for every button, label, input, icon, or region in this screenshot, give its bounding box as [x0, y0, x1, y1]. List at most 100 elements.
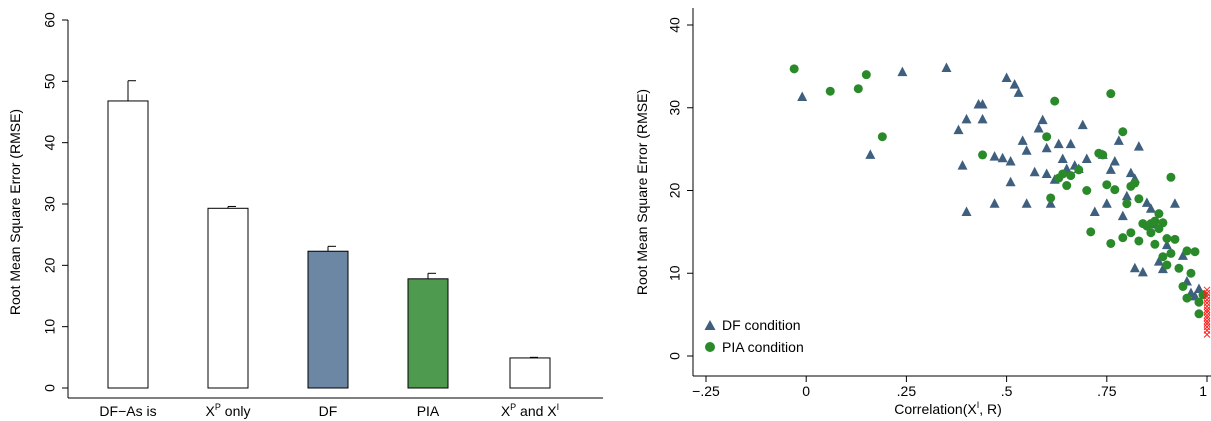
- pia-point: [1074, 165, 1084, 175]
- df-point: [1169, 198, 1180, 208]
- pia-point: [1118, 233, 1128, 243]
- pia-point: [1098, 150, 1108, 160]
- legend-label-pia: PIA condition: [722, 339, 804, 355]
- left-y-ticks: 0 10 20 30 40 50 60: [42, 12, 68, 392]
- right-x-tick-label: 0: [802, 383, 810, 399]
- pia-point: [1162, 260, 1172, 270]
- pia-point: [1190, 247, 1200, 257]
- left-ylabel: Root Mean Square Error (RMSE): [7, 109, 23, 315]
- df-point: [1141, 197, 1152, 207]
- bar: [407, 278, 449, 389]
- x-marker-point: [1203, 320, 1211, 328]
- pia-point: [1158, 252, 1168, 262]
- right-x-tick-label: .25: [897, 383, 917, 399]
- left-y-tick-label: 30: [42, 196, 58, 212]
- pia-point: [1194, 309, 1204, 319]
- df-point: [1021, 198, 1032, 208]
- bar: [307, 250, 349, 389]
- pia-point: [853, 84, 863, 94]
- x-marker-point: [1203, 299, 1211, 307]
- pia-point: [1134, 236, 1144, 246]
- bar: [107, 100, 149, 389]
- df-point: [1077, 119, 1088, 130]
- df-point: [897, 66, 908, 77]
- x-marker-point: [1203, 326, 1211, 334]
- pia-point: [1102, 180, 1112, 190]
- left-x-tick-labels: DF−As is XP only DF PIA XP and XI: [99, 402, 559, 419]
- df-point: [961, 113, 972, 124]
- pia-point: [1050, 96, 1060, 106]
- df-point: [1041, 168, 1052, 178]
- pia-point: [1194, 297, 1204, 307]
- tick-label-pia: PIA: [417, 403, 440, 419]
- bar: [207, 207, 249, 389]
- right-x-ticks: −.25 0 .25 .5 .75 1: [692, 376, 1208, 399]
- pia-point: [789, 64, 799, 74]
- legend-circle-marker: [705, 342, 715, 352]
- df-point: [1161, 239, 1172, 250]
- pia-point: [877, 132, 887, 142]
- df-point: [977, 98, 988, 109]
- pia-point: [1178, 281, 1188, 291]
- df-point: [797, 91, 808, 101]
- left-y-tick-label: 40: [42, 135, 58, 151]
- x-marker-point: [1203, 323, 1211, 331]
- df-point: [1065, 138, 1076, 149]
- right-x-tick-label: 1: [1199, 383, 1207, 399]
- pia-point: [1186, 268, 1196, 278]
- tick-label-df: DF: [319, 403, 338, 419]
- pia-point: [1198, 290, 1208, 300]
- df-point: [1177, 250, 1188, 260]
- legend-triangle-marker: [704, 320, 716, 330]
- pia-point: [1174, 263, 1184, 273]
- df-point: [1153, 256, 1164, 266]
- pia-point: [1042, 132, 1052, 142]
- df-point: [1081, 153, 1092, 164]
- df-point: [1037, 114, 1048, 125]
- left-y-tick-label: 10: [42, 319, 58, 335]
- tick-label-xp-and-xi: XP and XI: [501, 402, 559, 419]
- pia-point: [1082, 186, 1092, 195]
- pia-point: [1158, 218, 1168, 228]
- left-bars: [107, 80, 551, 389]
- df-point: [1133, 141, 1144, 151]
- df-point: [1057, 153, 1068, 164]
- bar-chart: Root Mean Square Error (RMSE) 0 10 20 30 40 5…: [7, 12, 603, 419]
- pia-point: [1130, 178, 1140, 188]
- pia-point: [1162, 233, 1172, 243]
- df-point: [1045, 198, 1056, 208]
- df-point: [1121, 190, 1132, 201]
- pia-point: [1182, 293, 1192, 303]
- pia-point: [1126, 228, 1136, 238]
- right-y-tick-label: 0: [667, 352, 683, 360]
- df-point: [989, 198, 1000, 208]
- df-point: [1089, 206, 1100, 217]
- df-point: [989, 151, 1000, 161]
- right-y-tick-label: 20: [667, 183, 683, 199]
- df-point: [865, 149, 876, 159]
- scatter-chart: Root Mean Square Error (RMSE) 010203040 …: [634, 8, 1211, 417]
- tick-label-df-as-is: DF−As is: [99, 403, 156, 419]
- pia-point: [1062, 181, 1072, 191]
- df-point: [1125, 167, 1136, 178]
- pia-point: [1118, 127, 1128, 137]
- pia-point: [1066, 171, 1076, 181]
- right-y-tick-label: 40: [667, 17, 683, 33]
- pia-point: [1122, 199, 1132, 209]
- scatter-points: [789, 62, 1211, 338]
- legend-label-df: DF condition: [722, 317, 801, 333]
- pia-point: [1134, 194, 1144, 204]
- left-y-tick-label: 0: [42, 384, 58, 392]
- df-point: [977, 113, 988, 124]
- pia-point: [978, 150, 988, 160]
- legend: DF condition PIA condition: [704, 317, 804, 355]
- right-xlabel: Correlation(XI, R): [894, 400, 1002, 417]
- df-point: [1005, 176, 1016, 187]
- pia-point: [1086, 227, 1096, 237]
- pia-point: [1058, 169, 1068, 179]
- df-point: [1009, 79, 1020, 89]
- pia-point: [825, 86, 835, 96]
- pia-point: [1166, 172, 1176, 182]
- df-point: [1017, 135, 1028, 145]
- right-y-ticks: 0 10 20 30 40: [667, 17, 693, 360]
